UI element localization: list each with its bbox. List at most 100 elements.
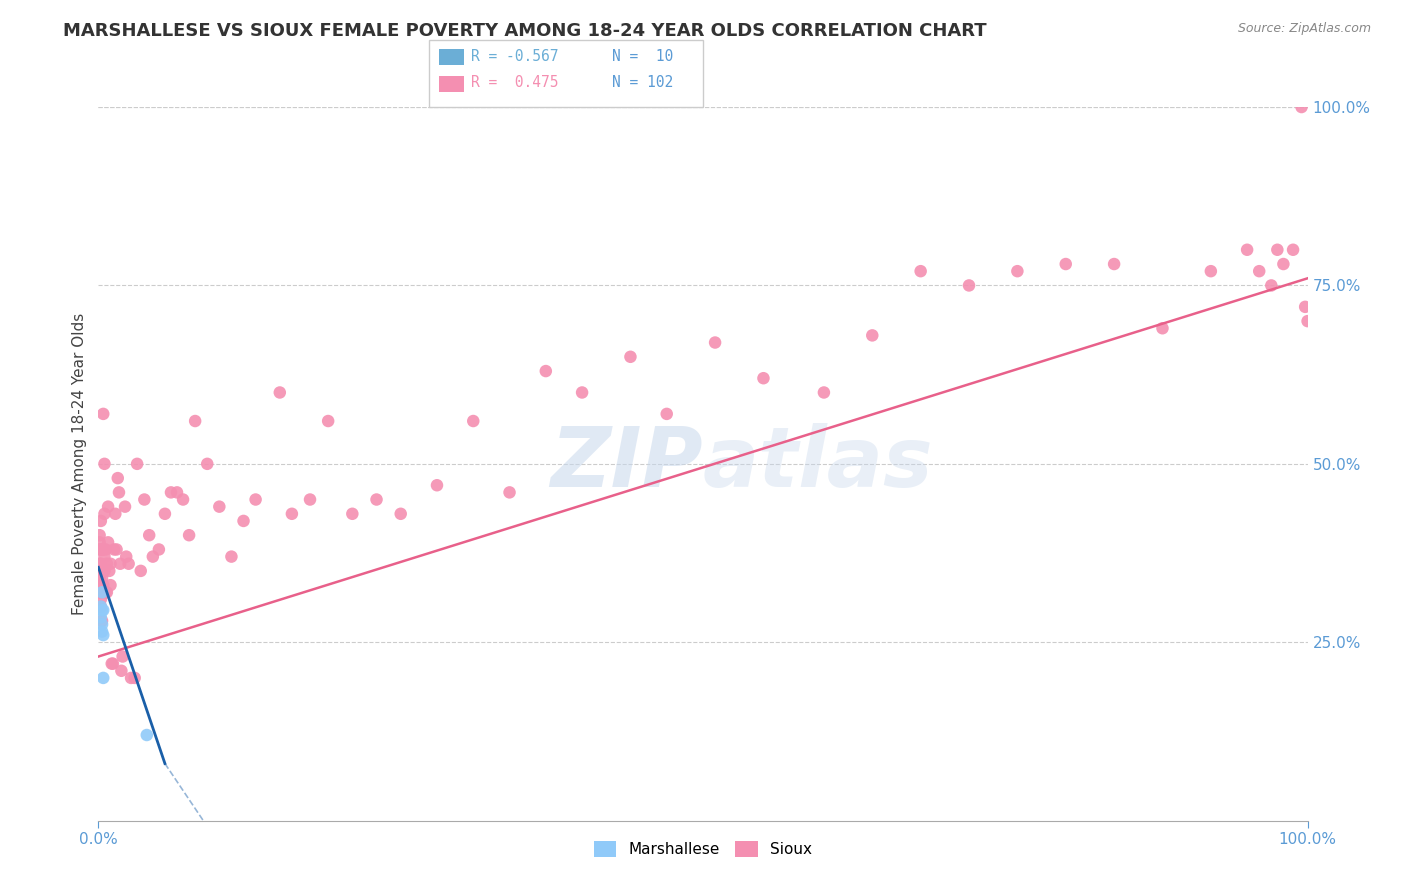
Point (107, 471, 129, 485)
Point (90, 514, 112, 528)
Point (138, 528, 160, 542)
Point (281, 507, 304, 521)
Point (704, 335, 727, 350)
Y-axis label: Female Poverty Among 18-24 Year Olds: Female Poverty Among 18-24 Year Olds (72, 313, 87, 615)
Point (619, 350, 641, 364)
Point (89, 528, 111, 542)
Point (124, 671, 146, 685)
Point (1199, 264, 1222, 278)
Point (134, 492, 156, 507)
Point (89, 557, 111, 571)
Point (571, 385, 593, 400)
Point (91, 578, 114, 592)
Point (221, 549, 243, 564)
Point (89, 578, 111, 592)
Point (498, 485, 520, 500)
Point (91, 603, 114, 617)
Point (957, 278, 980, 293)
Point (90, 585, 112, 599)
Point (135, 728, 157, 742)
Point (91, 564, 114, 578)
Point (91, 585, 114, 599)
Point (90, 599, 112, 614)
Text: N =  10: N = 10 (612, 49, 673, 63)
Point (534, 364, 557, 378)
Point (97, 500, 120, 514)
Point (342, 507, 364, 521)
Point (89, 542, 111, 557)
Text: Source: ZipAtlas.com: Source: ZipAtlas.com (1237, 22, 1371, 36)
Point (91, 624, 114, 639)
Point (89, 571, 111, 585)
Point (90, 564, 112, 578)
Point (91, 603, 114, 617)
Point (1296, 314, 1319, 328)
Point (98, 564, 121, 578)
Point (195, 457, 218, 471)
Legend: Marshallese, Sioux: Marshallese, Sioux (588, 835, 818, 863)
Point (90, 542, 112, 557)
Point (426, 478, 449, 492)
Point (90, 610, 112, 624)
Point (208, 500, 231, 514)
Point (89, 585, 111, 599)
Point (1267, 243, 1289, 257)
Point (108, 485, 131, 500)
Point (94, 585, 117, 599)
Point (172, 492, 194, 507)
Point (389, 507, 412, 521)
Point (232, 514, 254, 528)
Point (1291, 100, 1313, 114)
Point (108, 557, 131, 571)
Point (1007, 264, 1029, 278)
Point (105, 542, 128, 557)
Text: ZIP: ZIP (550, 424, 703, 504)
Point (91, 542, 114, 557)
Point (120, 671, 142, 685)
Text: R =  0.475: R = 0.475 (471, 76, 558, 90)
Point (91, 407, 114, 421)
Point (179, 528, 201, 542)
Point (91, 628, 114, 642)
Point (655, 407, 678, 421)
Point (860, 328, 883, 343)
Point (160, 485, 183, 500)
Point (316, 414, 339, 428)
Point (91, 571, 114, 585)
Point (118, 557, 141, 571)
Text: MARSHALLESE VS SIOUX FEMALE POVERTY AMONG 18-24 YEAR OLDS CORRELATION CHART: MARSHALLESE VS SIOUX FEMALE POVERTY AMON… (63, 22, 987, 40)
Point (91, 585, 114, 599)
Point (1272, 257, 1295, 271)
Point (166, 485, 188, 500)
Point (245, 492, 267, 507)
Point (101, 657, 124, 671)
Point (153, 507, 176, 521)
Point (110, 664, 132, 678)
Point (1294, 300, 1316, 314)
Point (93, 457, 115, 471)
Point (93, 507, 115, 521)
Point (1282, 243, 1305, 257)
Point (100, 557, 122, 571)
Point (97, 535, 120, 549)
Text: N = 102: N = 102 (612, 76, 673, 90)
Point (93, 564, 115, 578)
Point (90, 599, 112, 614)
Point (148, 542, 170, 557)
Point (94, 542, 117, 557)
Point (129, 564, 152, 578)
Point (91, 671, 114, 685)
Point (752, 371, 775, 385)
Point (89, 535, 111, 549)
Text: atlas: atlas (703, 424, 934, 504)
Point (115, 549, 138, 564)
Point (813, 385, 835, 400)
Point (96, 557, 118, 571)
Point (1260, 278, 1282, 293)
Point (127, 457, 149, 471)
Point (299, 492, 322, 507)
Point (910, 264, 932, 278)
Point (114, 500, 136, 514)
Point (100, 657, 122, 671)
Point (91, 542, 114, 557)
